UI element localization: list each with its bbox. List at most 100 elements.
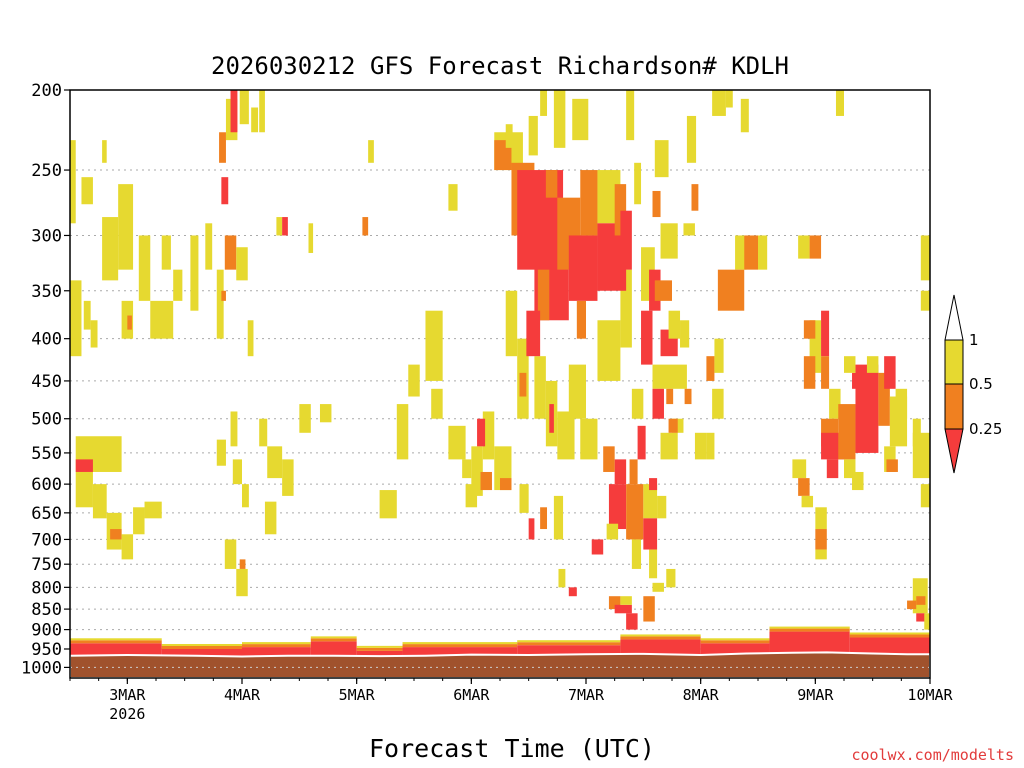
ri-cell-yellow	[505, 290, 518, 357]
ri-cell-yellow	[792, 459, 807, 479]
ri-cell-red	[884, 356, 896, 389]
ri-cell-yellow	[242, 484, 249, 508]
y-tick-label: 300	[31, 226, 62, 246]
y-tick-label: 250	[31, 161, 62, 181]
ri-cell-orange	[769, 628, 850, 632]
ri-cell-yellow	[740, 98, 749, 133]
x-axis-label: Forecast Time (UTC)	[369, 734, 655, 763]
y-tick-label: 450	[31, 372, 62, 392]
ri-cell-yellow	[239, 90, 249, 125]
ri-cell-yellow	[606, 523, 619, 540]
ri-cell-yellow	[528, 115, 538, 156]
ri-cell-red	[649, 478, 658, 491]
ri-cell-yellow	[465, 484, 478, 508]
credit-text: coolwx.com/modelts	[851, 746, 1014, 764]
ri-cell-red	[75, 459, 93, 472]
ri-cell-yellow	[173, 269, 183, 301]
colorbar: 1 0.5 0.25	[944, 294, 1002, 474]
ri-cell-yellow	[725, 90, 733, 108]
ri-cell-yellow	[801, 495, 814, 508]
ri-cell-red	[591, 539, 604, 555]
ri-cell-red	[568, 587, 577, 597]
x-tick-label: 4MAR	[224, 686, 261, 704]
ri-cell-red	[526, 310, 541, 357]
ri-cell-yellow	[758, 235, 768, 270]
ri-cell-orange	[717, 269, 745, 311]
ri-cell-yellow	[267, 446, 283, 479]
ri-cell-red	[641, 310, 653, 365]
ri-cell-orange	[127, 315, 132, 330]
ri-cell-yellow	[735, 235, 747, 270]
ri-cell-orange	[878, 372, 890, 426]
y-tick-label: 1000	[21, 658, 62, 678]
colorbar-bin-orange	[944, 383, 964, 430]
ri-cell-yellow	[138, 235, 151, 301]
ri-cell-yellow	[205, 223, 213, 270]
ri-cell-red	[826, 459, 839, 479]
y-tick-label: 800	[31, 578, 62, 598]
ri-cell-yellow	[714, 338, 724, 373]
y-tick-label: 350	[31, 282, 62, 302]
ri-cell-yellow	[90, 320, 98, 348]
ri-cell-orange	[614, 184, 627, 236]
ri-cell-yellow	[310, 636, 357, 639]
ri-cell-yellow	[558, 568, 566, 588]
ri-cell-orange	[668, 418, 678, 433]
ri-cell-orange	[809, 235, 822, 259]
ri-cell-orange	[916, 596, 926, 605]
ri-cell-red	[549, 404, 554, 433]
ri-cell-orange	[224, 235, 237, 270]
x-tick-label: 10MAR	[907, 686, 953, 704]
plot-area	[69, 89, 931, 679]
colorbar-bin-yellow	[944, 339, 964, 385]
ri-cell-yellow	[844, 356, 856, 373]
ri-cell-orange	[629, 459, 638, 485]
ri-cell-yellow	[666, 568, 676, 588]
ri-cell-yellow	[150, 300, 174, 339]
ri-cell-red	[161, 648, 242, 659]
ri-cell-yellow	[580, 418, 598, 460]
ri-cell-yellow	[920, 290, 930, 311]
ri-cell-yellow	[712, 90, 726, 116]
ri-cell-orange	[110, 529, 122, 540]
ri-cell-yellow	[568, 364, 586, 419]
ri-cell-red	[916, 613, 926, 622]
ri-cell-yellow	[356, 645, 403, 648]
ri-cell-orange	[161, 645, 242, 649]
ri-cell-yellow	[680, 320, 690, 348]
ri-cell-yellow	[895, 388, 908, 419]
ri-cell-yellow	[844, 459, 856, 479]
y-tick-label: 650	[31, 504, 62, 524]
ri-cell-yellow	[920, 484, 930, 508]
ri-cell-red	[614, 459, 627, 485]
ri-cell-red	[626, 613, 638, 630]
ri-cell-yellow	[884, 446, 896, 472]
ri-cell-red	[568, 235, 598, 301]
ri-cell-orange	[821, 356, 830, 389]
ri-cell-yellow	[319, 404, 332, 423]
ri-cell-red	[282, 217, 288, 236]
ri-cell-yellow	[264, 501, 277, 535]
ri-cell-orange	[803, 320, 816, 339]
ri-cell-yellow	[649, 549, 658, 579]
ri-cell-yellow	[448, 184, 458, 211]
ri-cell-orange	[540, 507, 548, 530]
ri-cell-yellow	[448, 425, 466, 460]
ri-cell-yellow	[92, 484, 107, 519]
ri-cell-orange	[886, 459, 898, 472]
ri-cell-orange	[691, 184, 699, 211]
ri-cell-yellow	[553, 495, 564, 540]
ri-cell-yellow	[70, 140, 76, 224]
x-tick-label: 8MAR	[683, 686, 720, 704]
ri-cell-yellow	[572, 98, 589, 141]
ri-cell-yellow	[809, 320, 822, 373]
ri-cell-yellow	[660, 223, 678, 259]
ri-cell-yellow	[81, 177, 93, 205]
ri-cell-orange	[626, 484, 644, 540]
ri-cell-red	[608, 484, 627, 530]
ri-cell-yellow	[660, 432, 678, 460]
ground-surface	[69, 651, 931, 679]
ri-cell-orange	[242, 644, 311, 648]
ri-cell-orange	[221, 290, 226, 301]
